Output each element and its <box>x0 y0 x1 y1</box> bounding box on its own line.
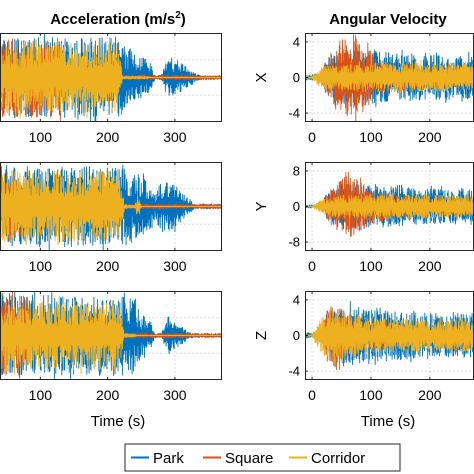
accel-y-panel: 100 200 300 <box>0 162 222 274</box>
x-tick-label: 200 <box>96 387 120 403</box>
x-tick-label: 200 <box>418 387 442 403</box>
right-column-title: Angular Velocity <box>329 11 447 28</box>
left-column-title: Acceleration (m/s2) <box>50 10 186 28</box>
x-tick-label: 100 <box>359 258 383 274</box>
x-tick-label: 200 <box>96 129 120 145</box>
legend-box <box>124 443 401 472</box>
axes-frame <box>0 291 222 380</box>
series-corridor-line <box>0 295 222 376</box>
y-tick-label: 4 <box>293 292 300 307</box>
legend-label-square: Square <box>225 450 273 467</box>
x-tick-label: 0 <box>308 129 316 145</box>
x-axis-label: Time (s) <box>91 413 145 430</box>
axes-frame <box>0 33 222 122</box>
y-tick-label: -4 <box>288 364 300 379</box>
x-tick-label: 300 <box>163 129 187 145</box>
legend-label-corridor: Corridor <box>311 450 365 467</box>
series-corridor-line <box>305 309 474 364</box>
x-axis-label: Time (s) <box>361 413 415 430</box>
gyro-y-panel: 0 100 200 8 0 -8 Y <box>253 162 474 274</box>
x-tick-label: 300 <box>163 258 187 274</box>
row-label: X <box>253 72 270 82</box>
row-label: Y <box>253 201 270 211</box>
y-tick-label: -8 <box>288 235 300 250</box>
y-tick-label: 0 <box>293 70 300 85</box>
series-corridor-line <box>305 59 474 93</box>
x-tick-label: 100 <box>29 129 53 145</box>
axes-frame <box>0 162 222 251</box>
x-tick-label: 300 <box>163 387 187 403</box>
gyro-x-panel: 0 100 200 4 0 -4 X <box>253 33 474 145</box>
y-tick-label: 4 <box>293 34 300 49</box>
legend: Park Square Corridor <box>124 443 401 472</box>
y-tick-label: 0 <box>293 199 300 214</box>
y-tick-label: 0 <box>293 328 300 343</box>
x-tick-label: 100 <box>29 387 53 403</box>
gyro-z-panel: 0 100 200 4 0 -4 Z Time (s) <box>253 291 474 430</box>
y-tick-label: -4 <box>288 106 300 121</box>
accel-x-panel: 100 200 300 <box>0 33 222 145</box>
series-corridor-line <box>305 192 474 220</box>
legend-label-park: Park <box>153 450 184 467</box>
x-tick-label: 0 <box>308 387 316 403</box>
x-tick-label: 0 <box>308 258 316 274</box>
row-label: Z <box>253 331 270 340</box>
x-tick-label: 100 <box>359 387 383 403</box>
y-tick-label: 8 <box>293 163 300 178</box>
x-tick-label: 100 <box>359 129 383 145</box>
x-tick-label: 200 <box>418 129 442 145</box>
x-tick-label: 200 <box>96 258 120 274</box>
accel-z-panel: 100 200 300 Time (s) <box>0 291 222 430</box>
x-tick-label: 200 <box>418 258 442 274</box>
series-corridor-line <box>0 169 222 246</box>
series-corridor-line <box>0 36 222 119</box>
x-tick-label: 100 <box>29 258 53 274</box>
